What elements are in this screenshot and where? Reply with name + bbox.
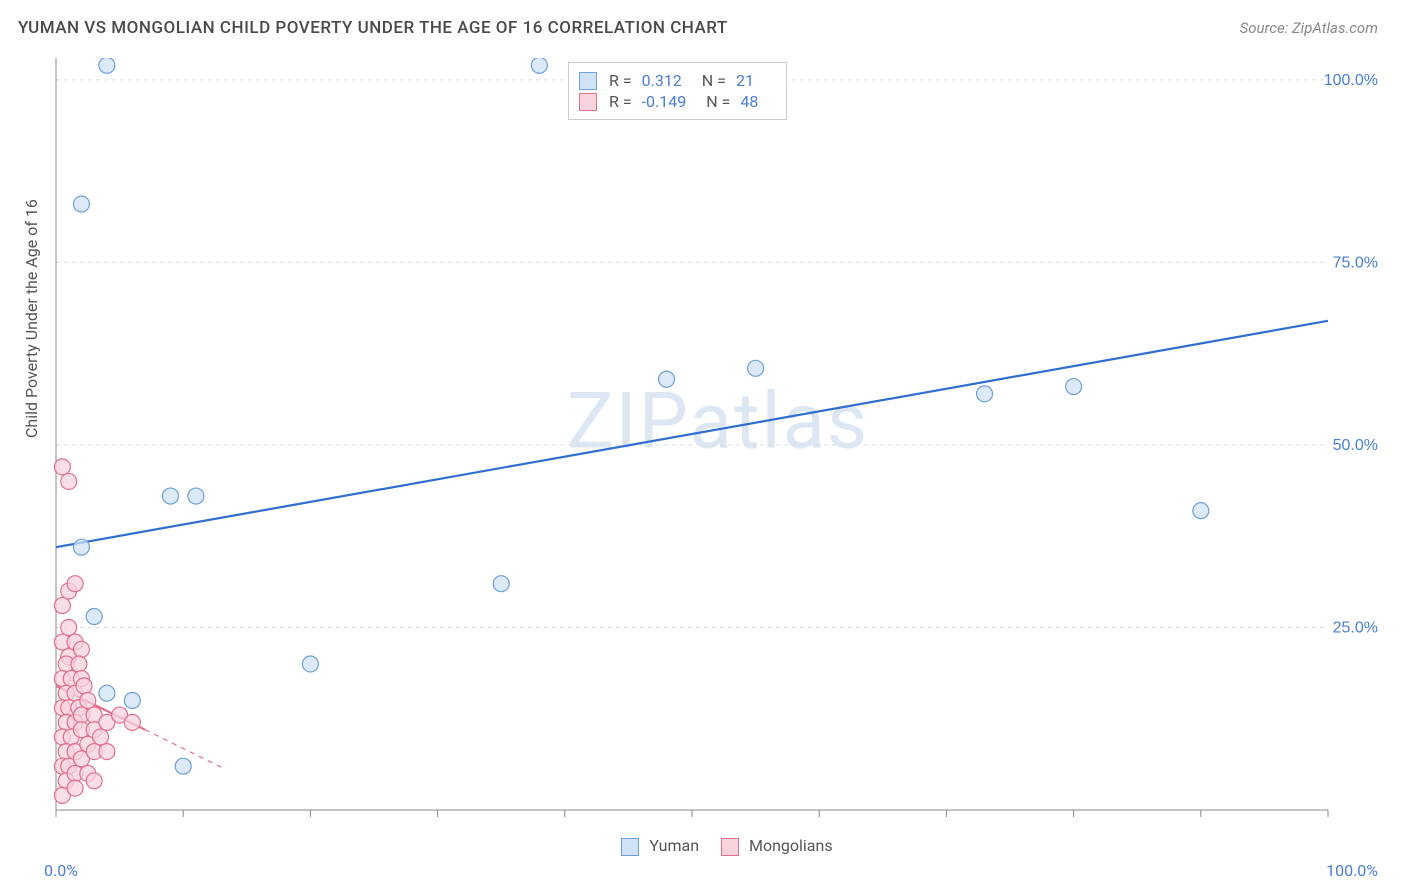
n-value-mongolians: 48 — [740, 92, 758, 111]
svg-text:75.0%: 75.0% — [1333, 254, 1378, 271]
r-label: R = — [609, 71, 632, 90]
r-value-yuman: 0.312 — [642, 71, 682, 90]
x-axis-max: 100.0% — [1326, 861, 1378, 880]
swatch-mongolians — [721, 838, 739, 856]
chart-area: Child Poverty Under the Age of 16 ZIPatl… — [48, 58, 1388, 850]
svg-text:50.0%: 50.0% — [1333, 437, 1378, 454]
svg-text:25.0%: 25.0% — [1333, 619, 1378, 636]
chart-source: Source: ZipAtlas.com — [1240, 19, 1378, 37]
n-label: N = — [702, 71, 726, 90]
n-value-yuman: 21 — [736, 71, 754, 90]
chart-title: YUMAN VS MONGOLIAN CHILD POVERTY UNDER T… — [18, 18, 728, 38]
series-legend: Yuman Mongolians — [48, 836, 1388, 856]
r-label: R = — [609, 92, 632, 111]
swatch-yuman — [621, 838, 639, 856]
n-label: N = — [706, 92, 730, 111]
swatch-yuman — [579, 72, 597, 90]
chart-header: YUMAN VS MONGOLIAN CHILD POVERTY UNDER T… — [0, 0, 1406, 46]
scatter-plot: 25.0% 50.0% 75.0% 100.0% — [48, 58, 1388, 850]
swatch-mongolians — [579, 93, 597, 111]
r-value-mongolians: -0.149 — [642, 92, 687, 111]
stats-row-yuman: R = 0.312 N = 21 — [579, 71, 772, 90]
stats-legend: R = 0.312 N = 21 R = -0.149 N = 48 — [568, 62, 787, 120]
legend-label-mongolians: Mongolians — [749, 836, 833, 855]
svg-text:100.0%: 100.0% — [1324, 72, 1378, 89]
y-axis-label: Child Poverty Under the Age of 16 — [22, 199, 41, 438]
stats-row-mongolians: R = -0.149 N = 48 — [579, 92, 772, 111]
x-axis-min: 0.0% — [44, 861, 78, 880]
legend-label-yuman: Yuman — [649, 836, 699, 855]
